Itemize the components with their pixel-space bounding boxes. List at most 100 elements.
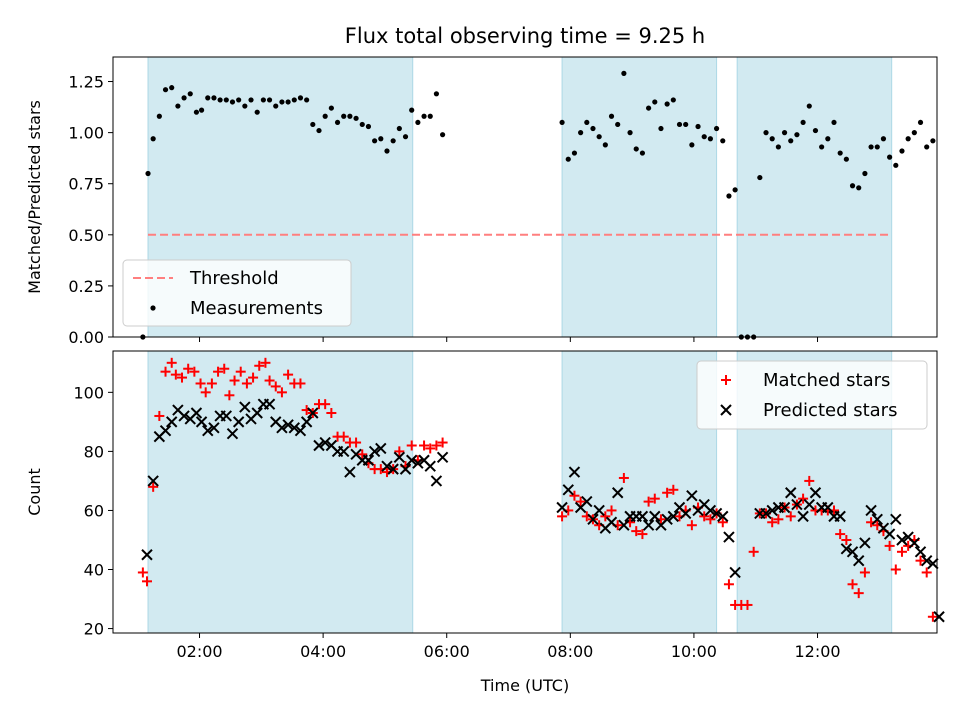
- x-stroke-b: [202, 425, 214, 437]
- predicted-star-point: [803, 498, 815, 511]
- matched-star-point: [723, 579, 734, 590]
- measurement-point: [911, 130, 917, 136]
- predicted-star-point: [232, 416, 245, 428]
- measurement-point: [402, 134, 409, 140]
- measurement-point: [145, 170, 151, 177]
- x-stroke-b: [344, 466, 356, 478]
- matched-star-point: [276, 387, 287, 398]
- predicted-star-point: [667, 510, 680, 523]
- y-tick-label: 1.00: [68, 124, 104, 143]
- matched-star-point: [195, 378, 206, 389]
- x-stroke-b: [803, 498, 815, 511]
- x-stroke-b: [387, 463, 399, 475]
- x-axis-label: Time (UTC): [480, 676, 569, 695]
- measurement-point: [874, 144, 880, 150]
- matched-star-point: [189, 366, 200, 377]
- predicted-star-point: [300, 416, 313, 428]
- matched-star-point: [229, 375, 240, 386]
- x-stroke-b: [785, 487, 797, 499]
- measurement-point: [359, 121, 365, 128]
- matched-star-point: [283, 369, 294, 380]
- x-stroke-b: [890, 513, 902, 526]
- matched-star-point: [618, 472, 629, 483]
- x-stroke-b: [568, 466, 581, 478]
- matched-star-point: [643, 496, 654, 507]
- predicted-star-point: [412, 457, 424, 469]
- predicted-star-point: [282, 419, 294, 431]
- measurement-point: [291, 97, 297, 103]
- x-stroke-b: [809, 487, 822, 499]
- predicted-star-point: [159, 425, 172, 437]
- measurement-point: [396, 125, 402, 132]
- x-stroke-b: [325, 439, 338, 452]
- matched-star-point: [160, 366, 171, 377]
- x-stroke-b: [147, 475, 159, 487]
- x-stroke-b: [908, 537, 921, 549]
- measurement-point: [794, 132, 800, 138]
- matched-star-point: [326, 408, 337, 419]
- x-stroke-b: [368, 445, 381, 458]
- predicted-star-point: [846, 546, 859, 558]
- matched-star-point: [785, 511, 796, 522]
- x-stroke-b: [381, 460, 393, 472]
- measurement-point: [670, 97, 676, 103]
- x-stroke-b: [424, 460, 436, 472]
- predicted-star-point: [723, 531, 735, 543]
- predicted-star-point: [778, 501, 791, 514]
- predicted-star-point: [166, 416, 178, 428]
- matched-star-point: [649, 493, 660, 504]
- matched-star-point: [773, 514, 784, 525]
- measurement-point: [347, 113, 353, 119]
- matched-star-point: [338, 431, 349, 442]
- matched-star-point: [927, 611, 938, 622]
- measurement-point: [304, 97, 310, 103]
- matched-star-point: [219, 363, 230, 374]
- x-stroke-b: [405, 454, 418, 466]
- matched-star-point: [241, 378, 252, 389]
- x-stroke-b: [270, 416, 282, 428]
- matched-star-point: [557, 511, 568, 522]
- predicted-star-point: [679, 507, 692, 520]
- matched-star-point: [141, 576, 152, 587]
- predicted-star-point: [611, 487, 624, 499]
- y-axis-label: Matched/Predicted stars: [25, 100, 44, 294]
- predicted-star-point: [865, 504, 877, 517]
- x-stroke-b: [178, 410, 190, 422]
- matched-star-point: [896, 546, 907, 557]
- y-tick-label: 40: [84, 561, 104, 580]
- measurement-point: [781, 130, 788, 136]
- x-stroke-b: [661, 513, 673, 526]
- predicted-star-point: [896, 534, 908, 546]
- x-stroke-b: [313, 439, 325, 452]
- matched-star-point: [154, 410, 165, 421]
- x-stroke-b: [556, 501, 568, 514]
- legend: Threshold Measurements: [122, 259, 352, 327]
- measurement-point: [571, 150, 578, 156]
- y-tick-label: 0.75: [68, 175, 104, 194]
- x-stroke-b: [307, 407, 319, 419]
- predicted-star-point: [368, 445, 381, 458]
- predicted-star-point: [556, 501, 568, 514]
- series-measurements: [140, 70, 936, 340]
- x-stroke-b: [430, 475, 443, 487]
- measurement-point: [646, 105, 652, 111]
- measurement-point: [198, 107, 205, 113]
- matched-star-point: [575, 496, 586, 507]
- x-stroke-b: [587, 513, 599, 526]
- predicted-star-point: [399, 463, 412, 475]
- x-stroke-b: [288, 422, 300, 434]
- matched-star-point: [767, 517, 778, 528]
- measurement-point: [726, 193, 732, 199]
- x-stroke-b: [220, 410, 233, 422]
- measurement-point: [757, 174, 763, 181]
- x-stroke-b: [141, 549, 153, 561]
- measurement-point: [162, 87, 169, 93]
- measurement-point: [328, 105, 334, 111]
- measurement-point: [427, 113, 433, 119]
- measurement-point: [384, 148, 390, 154]
- predicted-star-point: [605, 516, 618, 528]
- measurement-point: [763, 130, 769, 136]
- measurement-point: [683, 121, 689, 128]
- measurement-point: [664, 101, 670, 107]
